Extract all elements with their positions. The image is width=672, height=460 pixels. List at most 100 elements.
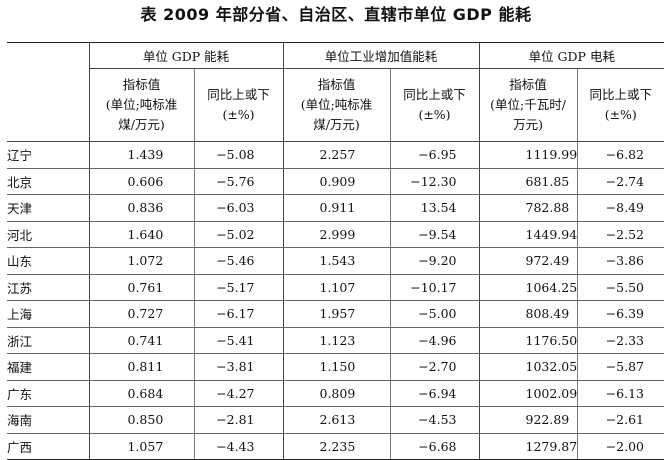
gdp-energy-change-cell: −4.27 (193, 380, 283, 407)
gdp-energy-cell: 0.761 (88, 274, 194, 301)
industry-energy-change-cell: −12.30 (389, 168, 480, 195)
table-row: 河北 1.640 −5.02 2.999 −9.54 1449.94 −2.52 (7, 221, 665, 248)
gdp-energy-change-cell: −2.81 (193, 406, 283, 434)
province-cell: 浙江 (7, 327, 89, 354)
gdp-power-cell: 681.85 (478, 168, 578, 195)
industry-energy-cell: 1.957 (282, 300, 390, 328)
industry-energy-change-cell: −2.70 (389, 353, 480, 381)
province-cell: 广西 (7, 433, 89, 460)
gdp-power-cell: 1119.99 (478, 141, 577, 169)
gdp-energy-change-cell: −5.08 (193, 141, 283, 169)
industry-energy-cell: 0.909 (282, 168, 390, 195)
g2-indicator-header: 指标值 (单位;吨标准 煤/万元) (282, 68, 390, 142)
gdp-energy-change-cell: −6.03 (193, 194, 283, 222)
province-cell: 海南 (7, 406, 89, 434)
gdp-energy-change-cell: −5.46 (193, 247, 283, 275)
province-cell: 江苏 (7, 274, 89, 301)
industry-energy-cell: 1.150 (282, 353, 390, 381)
table-row: 江苏 0.761 −5.17 1.107 −10.17 1064.25 −5.50 (7, 274, 665, 301)
gdp-energy-cell: 0.850 (88, 406, 194, 434)
industry-energy-cell: 2.257 (282, 141, 390, 169)
gdp-power-cell: 1064.25 (478, 274, 577, 301)
gdp-power-cell: 1032.05 (478, 353, 577, 381)
industry-energy-cell: 1.543 (282, 247, 390, 275)
gdp-energy-cell: 0.741 (88, 327, 194, 354)
industry-energy-change-cell: −6.95 (389, 141, 480, 169)
gdp-power-cell: 922.89 (478, 406, 578, 434)
gdp-power-cell: 1176.50 (478, 327, 577, 354)
g3-change-header: 同比上或下 (±%) (576, 68, 665, 142)
gdp-power-change-cell: −5.50 (576, 274, 665, 301)
gdp-energy-cell: 0.727 (88, 300, 194, 328)
gdp-power-change-cell: −2.00 (576, 433, 665, 460)
industry-energy-cell: 0.809 (282, 380, 390, 407)
gdp-power-change-cell: −6.39 (576, 300, 665, 328)
gdp-energy-change-cell: −6.17 (193, 300, 283, 328)
gdp-power-change-cell: −2.74 (576, 168, 665, 195)
industry-energy-change-cell: −6.94 (389, 380, 480, 407)
gdp-energy-cell: 0.606 (88, 168, 194, 195)
gdp-energy-cell: 0.811 (88, 353, 194, 381)
gdp-power-cell: 1279.87 (478, 433, 577, 460)
industry-energy-change-cell: 13.54 (389, 194, 480, 222)
gdp-energy-change-cell: −5.02 (193, 221, 283, 248)
table-row: 山东 1.072 −5.46 1.543 −9.20 972.49 −3.86 (7, 247, 665, 275)
table-row: 北京 0.606 −5.76 0.909 −12.30 681.85 −2.74 (7, 168, 665, 195)
industry-energy-change-cell: −5.00 (389, 300, 480, 328)
industry-energy-change-cell: −10.17 (389, 274, 480, 301)
gdp-energy-cell: 1.439 (88, 141, 194, 169)
table-body: 辽宁 1.439 −5.08 2.257 −6.95 1119.99 −6.82 北京 0.60… (7, 141, 665, 460)
sub-header-row: 指标值 (单位;吨标准 煤/万元) 同比上或下 (±%) 指标值 (单位;吨标准 煤/万元… (7, 68, 665, 142)
industry-energy-change-cell: −6.68 (389, 433, 480, 460)
gdp-power-change-cell: −6.82 (576, 141, 665, 169)
g2-change-header: 同比上或下 (±%) (389, 68, 480, 142)
table-row: 浙江 0.741 −5.41 1.123 −4.96 1176.50 −2.33 (7, 327, 665, 354)
gdp-energy-cell: 1.057 (88, 433, 194, 460)
gdp-power-cell: 972.49 (478, 247, 578, 275)
table-row: 福建 0.811 −3.81 1.150 −2.70 1032.05 −5.87 (7, 353, 665, 381)
group-header-row: 单位 GDP 能耗 单位工业增加值能耗 单位 GDP 电耗 (7, 42, 665, 142)
table-title: 表 2009 年部分省、自治区、直辖市单位 GDP 能耗 (140, 5, 532, 24)
industry-energy-change-cell: −9.20 (389, 247, 480, 275)
group-header-gdp-energy: 单位 GDP 能耗 (88, 42, 283, 69)
industry-energy-change-cell: −9.54 (389, 221, 480, 248)
gdp-power-change-cell: −8.49 (576, 194, 665, 222)
province-header-cell (7, 42, 89, 142)
energy-consumption-table: 单位 GDP 能耗 单位工业增加值能耗 单位 GDP 电耗 指标值 (单位;吨标准… (7, 42, 665, 460)
table-row: 上海 0.727 −6.17 1.957 −5.00 808.49 −6.39 (7, 300, 665, 328)
gdp-power-cell: 782.88 (478, 194, 578, 222)
gdp-power-change-cell: −2.33 (576, 327, 665, 354)
gdp-energy-change-cell: −5.17 (193, 274, 283, 301)
gdp-energy-change-cell: −4.43 (193, 433, 283, 460)
industry-energy-cell: 0.911 (282, 194, 390, 222)
gdp-power-change-cell: −2.61 (576, 406, 665, 434)
table-row: 辽宁 1.439 −5.08 2.257 −6.95 1119.99 −6.82 (7, 141, 665, 169)
gdp-power-change-cell: −6.13 (576, 380, 665, 407)
gdp-power-cell: 1449.94 (478, 221, 577, 248)
table-row: 广东 0.684 −4.27 0.809 −6.94 1002.09 −6.13 (7, 380, 665, 407)
industry-energy-cell: 2.235 (282, 433, 390, 460)
g1-change-header: 同比上或下 (±%) (193, 68, 283, 142)
gdp-energy-change-cell: −3.81 (193, 353, 283, 381)
gdp-power-cell: 1002.09 (478, 380, 577, 407)
industry-energy-cell: 1.107 (282, 274, 390, 301)
province-cell: 天津 (7, 194, 89, 222)
g3-indicator-header: 指标值 (单位;千瓦时/万元) (478, 68, 578, 142)
table-row: 天津 0.836 −6.03 0.911 13.54 782.88 −8.49 (7, 194, 665, 222)
gdp-energy-change-cell: −5.41 (193, 327, 283, 354)
group-header-industry-energy: 单位工业增加值能耗 (282, 42, 480, 69)
gdp-energy-cell: 0.684 (88, 380, 194, 407)
gdp-power-cell: 808.49 (478, 300, 578, 328)
gdp-power-change-cell: −5.87 (576, 353, 665, 381)
gdp-energy-change-cell: −5.76 (193, 168, 283, 195)
gdp-power-change-cell: −2.52 (576, 221, 665, 248)
province-cell: 河北 (7, 221, 89, 248)
table-row: 海南 0.850 −2.81 2.613 −4.53 922.89 −2.61 (7, 406, 665, 434)
industry-energy-cell: 2.999 (282, 221, 390, 248)
industry-energy-change-cell: −4.96 (389, 327, 480, 354)
province-cell: 辽宁 (7, 141, 89, 169)
group-header-gdp-power: 单位 GDP 电耗 (478, 42, 665, 69)
gdp-energy-cell: 1.072 (88, 247, 194, 275)
province-cell: 广东 (7, 380, 89, 407)
g1-indicator-header: 指标值 (单位;吨标准 煤/万元) (88, 68, 194, 142)
